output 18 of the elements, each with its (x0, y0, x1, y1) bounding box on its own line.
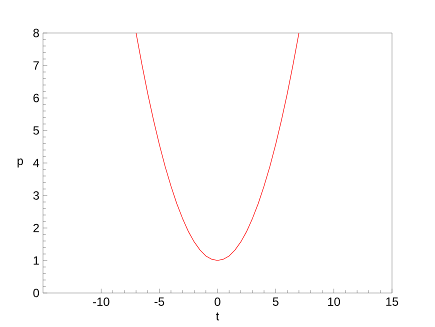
x-tick-label: 0 (214, 298, 220, 306)
y-tick-label: 3 (33, 191, 39, 200)
y-tick-label: 6 (33, 94, 39, 102)
line-series (136, 32, 300, 261)
y-tick-label: 5 (33, 126, 39, 135)
y-tick-label: 2 (33, 224, 39, 232)
x-axis-title: t (216, 312, 220, 320)
y-tick-label: 7 (33, 61, 39, 70)
x-tick-label: 15 (386, 298, 398, 306)
y-tick-label: 1 (34, 256, 39, 265)
x-tick-label: -5 (154, 298, 164, 306)
y-axis-title: p (18, 158, 23, 168)
y-tick-label: 4 (33, 158, 40, 168)
y-tick-label: 8 (33, 28, 39, 38)
x-tick-label: -10 (93, 298, 110, 306)
x-tick-label: 5 (272, 298, 278, 306)
y-tick-label: 0 (33, 288, 40, 298)
x-tick-label: 10 (328, 298, 340, 306)
